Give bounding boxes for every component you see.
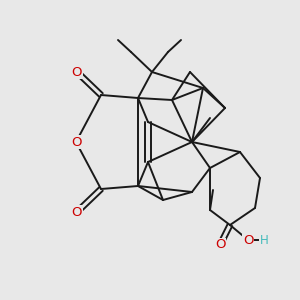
- Text: H: H: [260, 233, 268, 247]
- Text: O: O: [243, 233, 253, 247]
- Text: O: O: [215, 238, 225, 251]
- Text: O: O: [71, 136, 81, 148]
- Text: O: O: [72, 206, 82, 218]
- Text: O: O: [72, 65, 82, 79]
